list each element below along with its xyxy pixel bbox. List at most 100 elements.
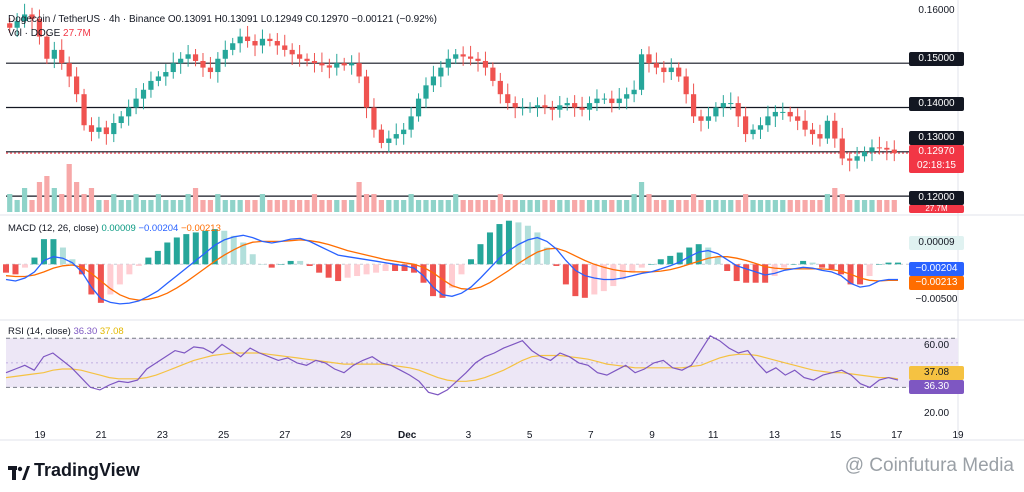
macd-histogram-bar <box>714 257 721 265</box>
candle-body <box>743 116 749 135</box>
macd-histogram-bar <box>78 264 85 275</box>
macd-histogram-bar <box>781 264 788 268</box>
macd-histogram-bar <box>107 264 114 295</box>
candle-body <box>809 129 816 135</box>
volume-bar <box>646 194 652 212</box>
candle-body <box>341 63 347 66</box>
candle-body <box>14 21 20 28</box>
volume-bar <box>282 200 288 212</box>
candle-body <box>586 103 593 110</box>
volume-bar <box>520 200 526 212</box>
candle-body <box>21 14 28 22</box>
macd-histogram-bar <box>667 255 674 265</box>
macd-histogram-bar <box>354 264 361 277</box>
volume-bar <box>96 200 102 212</box>
volume-bar <box>884 200 890 212</box>
volume-bar <box>222 200 228 212</box>
volume-bar <box>215 194 221 212</box>
macd-title-row: MACD (12, 26, close) 0.00009 −0.00204 −0… <box>8 223 221 234</box>
candle-body <box>371 107 377 130</box>
volume-bar <box>847 200 853 212</box>
time-axis-label: 19 <box>34 430 46 441</box>
volume-bar <box>720 200 726 212</box>
volume-bar <box>787 200 793 212</box>
candle-body <box>148 80 154 90</box>
watermark-text: @ Coinfutura Media <box>844 455 1014 476</box>
macd-histogram-bar <box>638 264 645 268</box>
volume-bar <box>572 200 578 212</box>
volume-bar <box>59 194 65 212</box>
volume-bar <box>103 200 109 212</box>
volume-bar <box>371 194 377 212</box>
macd-histogram-bar <box>240 242 247 265</box>
tradingview-brand[interactable]: TradingView <box>8 460 140 481</box>
rsi-value-tag: 36.30 <box>909 380 964 394</box>
candle-body <box>349 63 355 66</box>
volume-bar <box>683 200 689 212</box>
volume-bar <box>564 200 570 212</box>
macd-histogram-bar <box>705 247 712 265</box>
macd-histogram-bar <box>534 232 541 265</box>
candle-body <box>319 63 325 66</box>
volume-bar <box>148 200 154 212</box>
macd-histogram-bar <box>287 260 294 265</box>
candle-body <box>88 125 95 132</box>
macd-histogram-bar <box>553 264 560 266</box>
macd-histogram-bar <box>496 224 503 265</box>
volume-bar <box>334 200 340 212</box>
candle-body <box>534 105 541 108</box>
macd-histogram-bar <box>306 264 313 266</box>
volume-bar <box>876 200 883 212</box>
macd-histogram-bar <box>3 264 9 273</box>
volume-bar <box>743 194 749 212</box>
volume-bar <box>81 194 87 212</box>
macd-histogram-bar <box>838 264 845 275</box>
candle-body <box>408 116 414 130</box>
macd-histogram-bar <box>154 250 161 265</box>
volume-bar <box>237 200 243 212</box>
volume-bar <box>854 200 860 212</box>
rsi-title-row: RSI (14, close) 36.30 37.08 <box>8 326 124 337</box>
candle-body <box>363 76 370 108</box>
macd-histogram-bar <box>486 232 493 265</box>
volume-bar <box>653 200 660 212</box>
volume-bar <box>661 200 667 212</box>
candle-body <box>787 111 793 117</box>
macd-signal-line <box>5 239 898 301</box>
candle-body <box>430 76 437 86</box>
volume-bar <box>252 200 258 212</box>
macd-histogram-bar <box>809 262 816 265</box>
macd-histogram-bar <box>562 264 569 285</box>
macd-histogram-bar <box>21 264 28 268</box>
rsi-title: RSI (14, close) <box>8 326 71 337</box>
candle-body <box>289 49 295 55</box>
macd-histogram-bar <box>439 264 446 298</box>
volume-bar <box>809 200 816 212</box>
volume-bar <box>126 200 132 212</box>
candle-body <box>36 18 43 37</box>
candle-body <box>624 94 630 99</box>
macd-histogram-bar <box>885 262 892 265</box>
candle-body <box>861 151 868 157</box>
candle-body <box>59 49 65 64</box>
candle-body <box>297 54 303 59</box>
macd-histogram-bar <box>629 264 636 273</box>
macd-histogram-bar <box>477 244 484 265</box>
macd-histogram-bar <box>249 254 256 265</box>
candle-body <box>81 94 87 126</box>
volume-bar <box>423 200 429 212</box>
candle-body <box>564 103 570 106</box>
macd-line-label: −0.00204 <box>138 223 179 234</box>
volume-bar <box>475 200 481 212</box>
volume-bar <box>51 188 57 212</box>
volume-bar <box>200 200 206 212</box>
time-axis-label: 7 <box>588 430 594 441</box>
candle-body <box>252 41 258 46</box>
macd-histogram-bar <box>59 247 66 265</box>
candle-body <box>646 54 652 64</box>
tradingview-logo-icon <box>8 464 30 480</box>
volume-bar <box>185 194 191 212</box>
macd-histogram-bar <box>467 259 474 265</box>
candle-body <box>847 158 853 161</box>
